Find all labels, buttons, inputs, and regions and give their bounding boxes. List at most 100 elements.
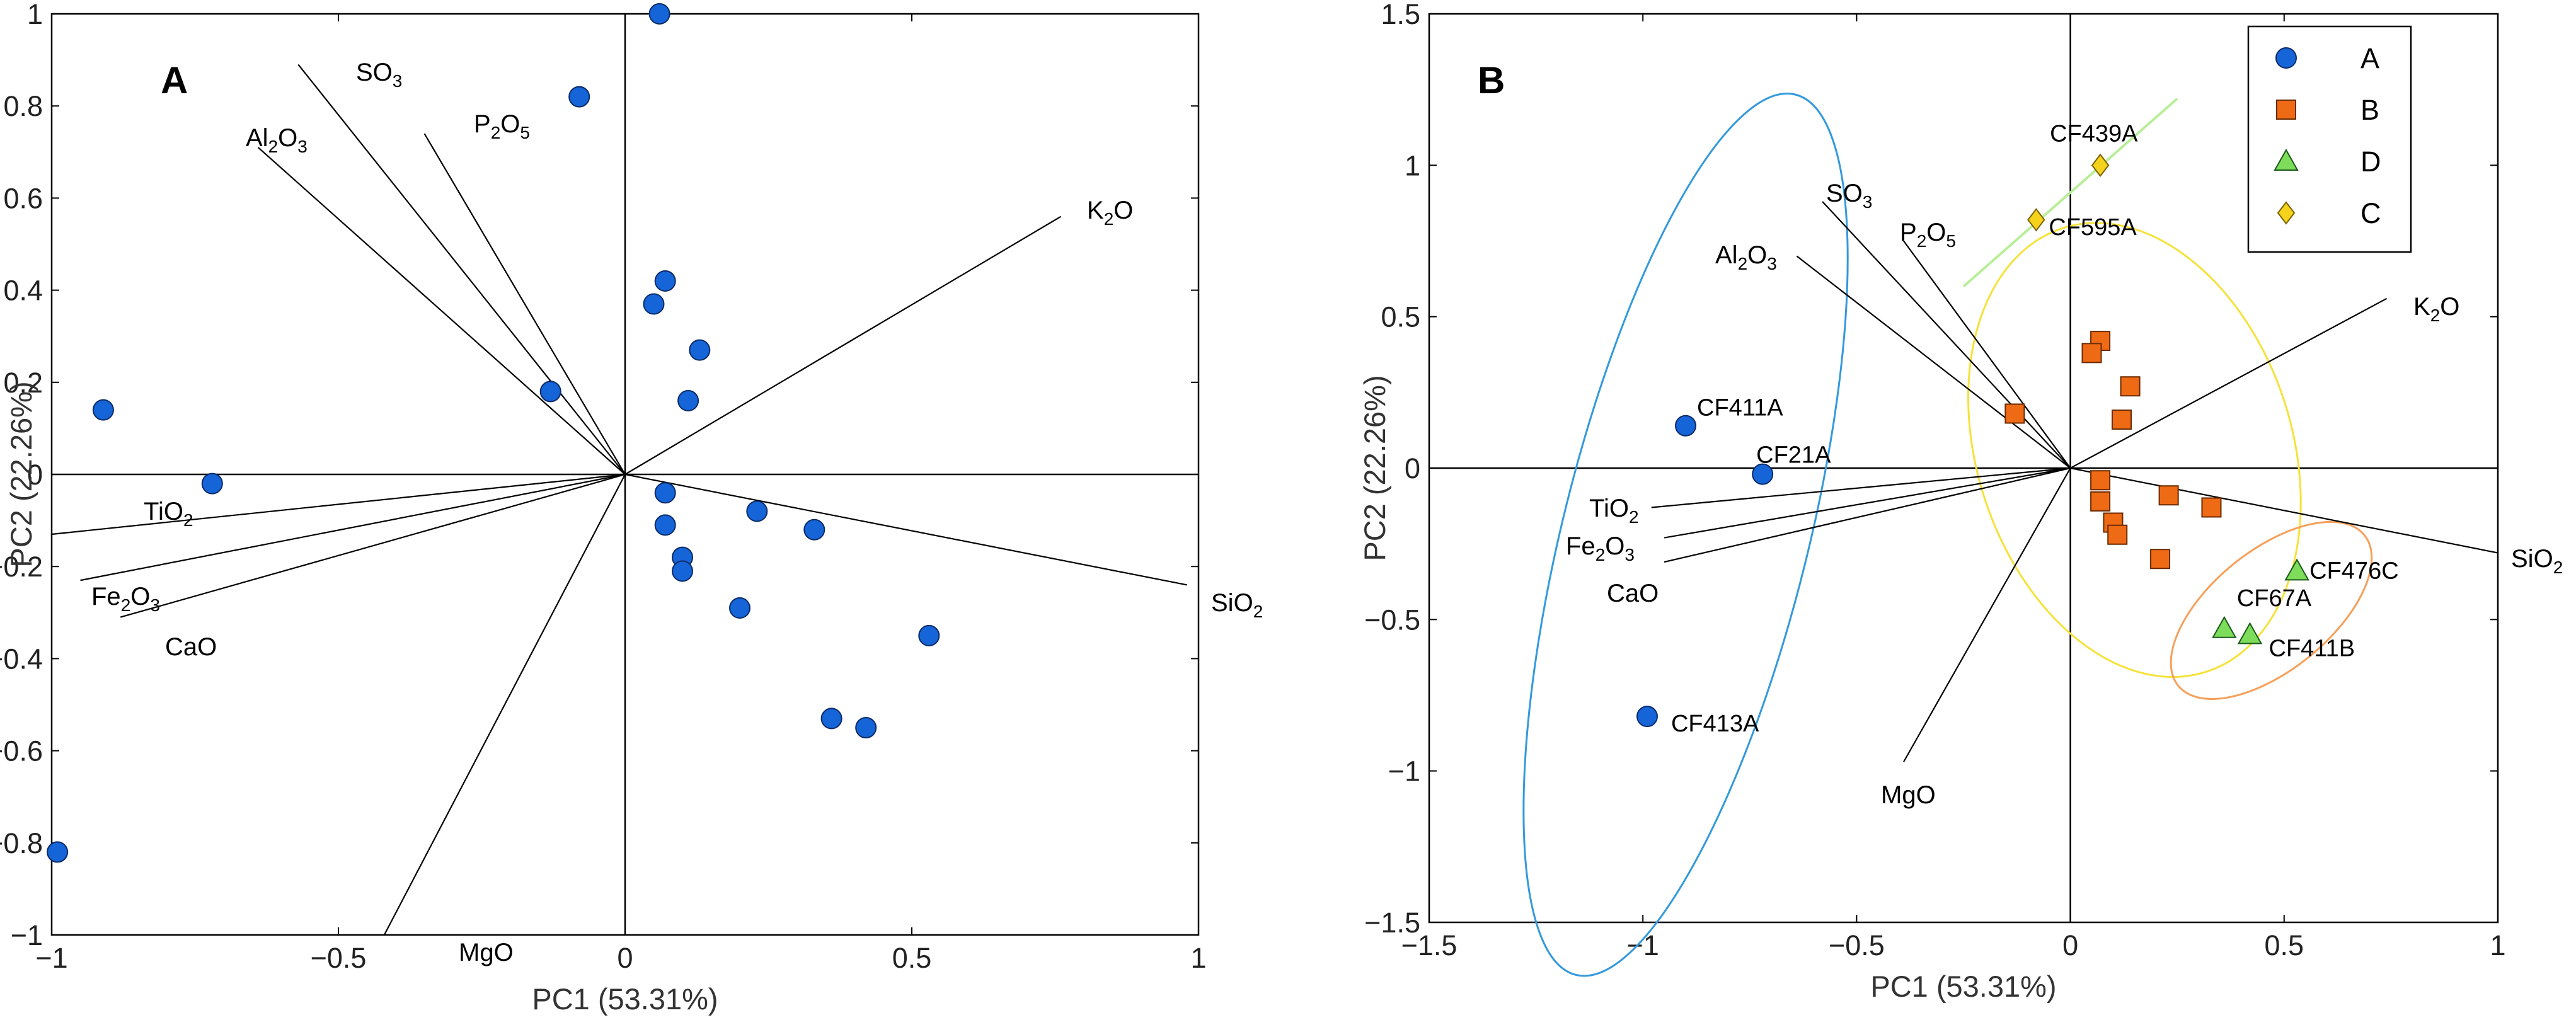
loading-vector-so <box>297 64 626 475</box>
x-axis-title: PC1 (53.31%) <box>532 982 718 1016</box>
data-point-group-a <box>643 293 665 315</box>
loading-label-fe: Fe2O3 <box>1566 532 1635 564</box>
loading-vector-cao <box>1664 467 2071 563</box>
data-point-group-a <box>918 624 940 646</box>
loading-label-cao: CaO <box>165 633 217 661</box>
data-point-group-a <box>568 86 590 108</box>
loading-vector-fe <box>80 473 626 582</box>
data-point-group-a <box>803 519 825 541</box>
loading-vector-p <box>1903 240 2071 469</box>
panel-letter: A <box>161 59 188 101</box>
data-point-group-a <box>92 399 114 421</box>
loading-vector-k <box>2070 297 2388 469</box>
y-tick-label: 0.2 <box>3 367 43 399</box>
x-tick-label: −0.5 <box>1829 929 1885 961</box>
loading-vector-cao <box>120 473 626 618</box>
data-point-group-a <box>654 270 676 292</box>
data-point-group-a <box>1675 415 1697 437</box>
data-point-group-b <box>2081 343 2102 364</box>
loading-label-al: Al2O3 <box>1715 241 1777 273</box>
x-tick-label: −0.5 <box>311 942 367 974</box>
loading-label-p: P2O5 <box>1900 219 1956 251</box>
x-tick-label: 0.5 <box>2265 929 2304 961</box>
legend-label-d: D <box>2360 146 2381 178</box>
y-tick-label: −0.4 <box>0 643 43 675</box>
loading-label-tio: TiO2 <box>1589 495 1639 527</box>
loading-vector-sio <box>624 473 1188 586</box>
y-tick-label: 0 <box>27 459 43 491</box>
x-tick-label: −1 <box>1627 929 1659 961</box>
x-tick-label: −1.5 <box>1401 929 1458 961</box>
sample-label: CF411B <box>2269 635 2355 662</box>
loading-label-so: SO3 <box>356 59 402 91</box>
group-d-ellipse <box>2170 520 2373 700</box>
data-point-group-d <box>2212 616 2237 638</box>
panel-a: −1 −0.5 0 0.5 1 −1 −0.8 −0.6 −0.4 −0.2 0 0.2 0.4 0.6 0… <box>0 0 1263 1016</box>
data-point-group-a <box>654 514 676 536</box>
x-tick-label: 1 <box>1190 942 1206 974</box>
legend-label-a: A <box>2360 42 2379 74</box>
data-point-group-b <box>2150 549 2171 570</box>
sample-label: CF411A <box>1697 395 1783 421</box>
y-axis-title: PC2 (22.26%) <box>1358 375 1391 561</box>
data-point-group-a <box>689 339 711 361</box>
loading-label-p: P2O5 <box>474 110 530 142</box>
panel-letter: B <box>1478 59 1505 101</box>
loading-vector-al <box>257 147 626 475</box>
data-point-group-a <box>1636 706 1658 728</box>
data-point-group-c <box>2091 153 2110 177</box>
legend-marker-c <box>2277 201 2296 225</box>
loading-label-tio: TiO2 <box>144 498 193 530</box>
legend-marker-a <box>2275 47 2297 69</box>
loading-vector-so <box>1822 201 2071 469</box>
sample-label: CF595A <box>2049 214 2137 241</box>
sample-label: CF67A <box>2237 585 2312 612</box>
y-tick-label: 1 <box>1405 149 1420 181</box>
loading-vector-sio <box>2070 467 2498 554</box>
y-tick-label: 0.4 <box>3 275 43 307</box>
loading-vector-fe <box>1664 467 2071 539</box>
y-tick-label: −0.5 <box>1364 604 1420 636</box>
y-tick-label: 0.5 <box>1381 301 1420 333</box>
loading-vector-p <box>423 133 626 475</box>
x-tick-label: −1 <box>35 942 67 974</box>
data-point-group-a <box>729 597 750 619</box>
legend-label-b: B <box>2360 94 2379 126</box>
data-point-group-a <box>677 390 699 412</box>
data-point-group-d <box>2284 558 2309 581</box>
loading-vector-mgo <box>1903 467 2071 762</box>
data-point-group-a <box>648 3 670 25</box>
data-point-group-c <box>2027 208 2045 232</box>
x-tick-label: 1 <box>2490 929 2505 961</box>
loading-label-mgo: MgO <box>459 939 514 966</box>
data-point-group-b <box>2107 524 2128 545</box>
sample-label: CF476C <box>2309 558 2399 584</box>
data-point-group-b <box>2120 376 2141 397</box>
group-a-ellipse <box>1522 93 1849 977</box>
group-b-ellipse <box>1967 222 2302 678</box>
legend-marker-d <box>2274 148 2299 171</box>
data-point-group-a <box>47 841 69 863</box>
sample-label: CF439A <box>2050 120 2138 147</box>
group-c-line <box>1962 98 2178 288</box>
loading-vector-al <box>1796 255 2071 469</box>
y-tick-label: 0.6 <box>3 182 43 214</box>
panel-b: −1.5 −1 −0.5 0 0.5 1 −1.5 −1 −0.5 0 0.5 1 1.5 PC1 (53… <box>1358 0 2563 1003</box>
data-point-group-a <box>539 381 561 403</box>
legend-box <box>2247 25 2412 253</box>
data-point-group-a <box>855 717 877 739</box>
loading-label-k: K2O <box>2413 293 2459 325</box>
x-axis-title: PC1 (53.31%) <box>1870 970 2056 1003</box>
data-point-group-b <box>2201 497 2222 518</box>
data-point-group-a <box>672 560 693 582</box>
loading-label-sio: SiO2 <box>1211 589 1263 621</box>
y-tick-label: −0.8 <box>0 827 43 859</box>
data-point-group-d <box>2237 622 2263 645</box>
y-tick-label: 1.5 <box>1381 0 1420 30</box>
y-tick-label: 0 <box>1405 452 1420 484</box>
data-point-group-b <box>2090 470 2111 491</box>
y-tick-label: −1.5 <box>1364 907 1420 939</box>
loading-label-sio: SiO2 <box>2511 545 2563 577</box>
data-point-group-b <box>2090 491 2111 512</box>
